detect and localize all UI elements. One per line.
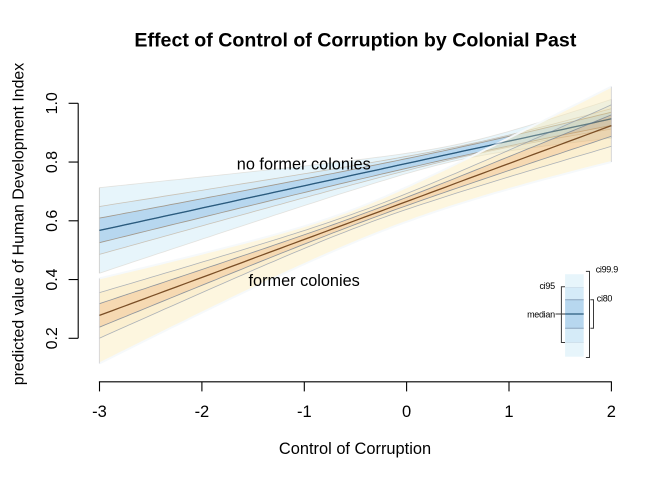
svg-text:ci99.9: ci99.9 [596,265,619,275]
svg-text:no former colonies: no former colonies [237,156,371,174]
svg-text:0: 0 [402,403,411,421]
svg-text:predicted value of Human Devel: predicted value of Human Development Ind… [11,63,28,385]
svg-text:former colonies: former colonies [249,272,360,290]
svg-text:Effect of Control of Corruptio: Effect of Control of Corruption by Colon… [134,30,576,52]
svg-text:0.4: 0.4 [44,268,61,290]
svg-text:-2: -2 [195,403,210,421]
svg-text:0.8: 0.8 [44,151,61,173]
svg-text:0.6: 0.6 [44,210,61,232]
svg-text:ci80: ci80 [597,294,613,304]
svg-text:1.0: 1.0 [44,92,61,114]
svg-text:1: 1 [504,403,513,421]
svg-text:2: 2 [607,403,616,421]
svg-text:-1: -1 [297,403,312,421]
svg-text:median: median [527,309,555,319]
svg-text:Control of Corruption: Control of Corruption [279,440,431,458]
svg-text:0.2: 0.2 [44,327,61,349]
svg-text:ci95: ci95 [539,281,555,291]
svg-text:-3: -3 [92,403,107,421]
